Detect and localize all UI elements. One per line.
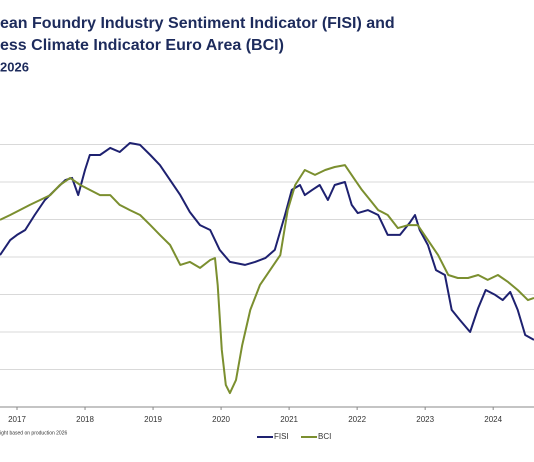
chart-title: ess Climate Indicator Euro Area (BCI) [0, 37, 284, 54]
x-tick-label: 2019 [144, 415, 162, 424]
legend-label: BCI [318, 432, 331, 441]
chart-title: ean Foundry Industry Sentiment Indicator… [0, 15, 395, 32]
x-tick-label: 2022 [348, 415, 366, 424]
x-tick-label: 2020 [212, 415, 230, 424]
x-tick-label: 2018 [76, 415, 94, 424]
chart-subtitle: 2026 [0, 59, 29, 74]
legend-label: FISI [274, 432, 289, 441]
line-series [0, 164, 534, 395]
x-tick-label: 2021 [280, 415, 298, 424]
x-tick-label: 2024 [484, 415, 502, 424]
footnote: ight based on production 2026 [0, 430, 67, 436]
x-tick-label: 2017 [8, 415, 26, 424]
x-tick-label: 2023 [416, 415, 434, 424]
line-series [0, 142, 534, 341]
